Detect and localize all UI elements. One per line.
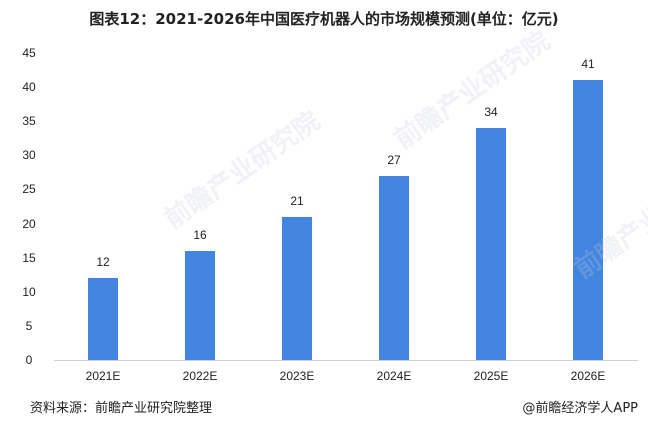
bar-value-label: 21 [290,193,304,208]
y-tick-label: 5 [25,318,33,333]
x-tick-label: 2025E [473,369,509,383]
y-tick-label: 0 [25,353,33,367]
bar-value-label: 34 [484,105,498,120]
x-tick-label: 2023E [279,369,315,383]
y-tick-label: 40 [22,80,36,95]
bar-value-label: 16 [193,227,207,242]
y-tick-label: 15 [22,250,36,265]
chart-title: 图表12：2021-2026年中国医疗机器人的市场规模预测(单位：亿元) [89,10,559,28]
bar-value-label: 27 [387,152,401,167]
bar-value-label: 12 [96,255,110,270]
bar-2024E [379,175,409,360]
bar-2026E [573,80,603,360]
bar-2023E [282,216,312,360]
x-tick-label: 2022E [182,369,218,383]
y-tick-label: 10 [22,284,36,299]
y-tick-label: 20 [22,216,36,231]
credit-note: @前瞻经济学人APP [522,401,638,416]
y-tick-label: 35 [22,114,36,129]
bar-2021E [88,278,118,360]
source-note: 资料来源：前瞻产业研究院整理 [30,401,213,416]
bar-2025E [476,128,506,360]
y-tick-label: 30 [22,148,36,163]
y-tick-label: 25 [22,182,36,197]
bar-2022E [185,250,215,360]
y-tick-label: 45 [22,46,36,60]
x-axis-line [54,360,638,361]
x-tick-label: 2026E [570,369,606,383]
x-tick-label: 2024E [376,369,412,383]
x-tick-label: 2021E [85,369,121,383]
bar-value-label: 41 [581,57,595,72]
